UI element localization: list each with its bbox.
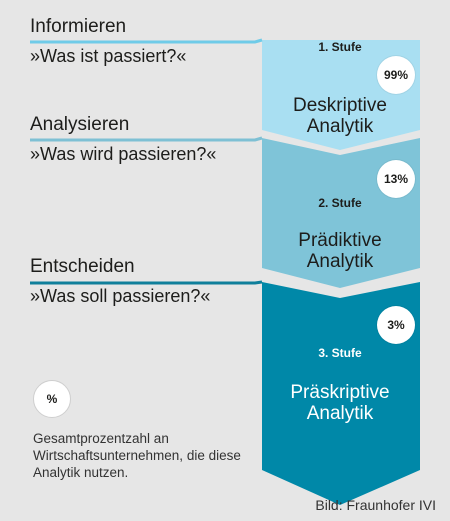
stage-1-category: Informieren	[30, 16, 127, 37]
legend-percent-symbol: %	[33, 380, 71, 418]
stage-1-title: 1. Stufe	[318, 40, 362, 54]
legend-text: Gesamtprozentzahl an Wirtschaftsunterneh…	[33, 431, 241, 480]
stage-2-name-line1: Prädiktive	[298, 230, 382, 251]
stage-2-name-line2: Analytik	[306, 251, 374, 272]
stage-3-chevron	[262, 282, 420, 505]
stage-3-category: Entscheiden	[30, 256, 135, 277]
stage-3-name-line2: Analytik	[306, 403, 374, 424]
stage-2-percent-badge: 13%	[377, 160, 415, 198]
stage-1-percent-badge: 99%	[377, 56, 415, 94]
image-credit: Bild: Fraunhofer IVI	[315, 497, 436, 513]
stage-3-rule	[30, 280, 263, 285]
stage-1-name-line1: Deskriptive	[293, 95, 387, 116]
stage-2-title: 2. Stufe	[318, 196, 362, 210]
stage-3-question: »Was soll passieren?«	[30, 286, 211, 306]
stage-1-name-line2: Analytik	[306, 116, 374, 137]
stage-3-title: 3. Stufe	[318, 346, 362, 360]
stage-3-name-line1: Präskriptive	[290, 382, 390, 403]
stage-2-question: »Was wird passieren?«	[30, 144, 217, 164]
stage-1-rule	[30, 38, 263, 44]
stage-2-rule	[30, 136, 263, 142]
stage-1-question: »Was ist passiert?«	[30, 46, 187, 66]
stage-2-category: Analysieren	[30, 114, 130, 135]
stage-3-percent-badge: 3%	[377, 306, 415, 344]
